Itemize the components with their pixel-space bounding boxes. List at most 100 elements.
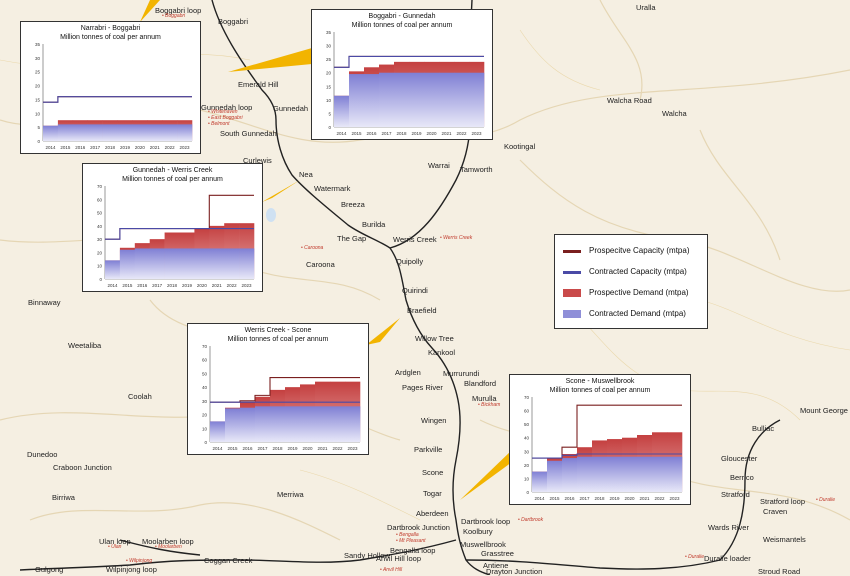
chart-plot: 0 5 10 15 20 25 30 35 2014 2015 2016 2017 2018 2019 20… [326, 30, 485, 136]
y-tick-label: 60 [524, 409, 530, 414]
place-label: Wingen [421, 416, 447, 425]
place-label: Koolbury [463, 527, 493, 536]
y-tick-label: 10 [524, 476, 530, 481]
y-tick-label: 5 [37, 125, 40, 130]
contracted-demand-bar [532, 471, 548, 492]
contracted-demand-bar [117, 124, 133, 141]
x-tick-label: 2023 [471, 131, 482, 136]
contracted-capacity-line [334, 55, 484, 68]
contracted-demand-bar [652, 456, 668, 492]
y-tick-label: 30 [35, 56, 41, 61]
legend: Prospecitve Capacity (mtpa) Contracted C… [554, 234, 708, 329]
chart-gunnedah-werris-creek: Gunnedah - Werris Creek Million tonnes of… [82, 163, 263, 292]
place-label: Muswellbrook [460, 540, 506, 549]
contracted-capacity-line [532, 453, 682, 459]
x-tick-label: 2020 [426, 131, 437, 136]
mine-label: • East Boggabri [208, 115, 243, 121]
contracted-capacity-line [43, 96, 192, 103]
x-tick-label: 2018 [105, 145, 116, 150]
legend-item-prospective-demand: Prospective Demand (mtpa) [563, 287, 703, 299]
place-label: Scone [422, 468, 444, 477]
contracted-demand-bar [87, 124, 103, 141]
chart-title: Gunnedah - Werris Creek [132, 167, 213, 174]
chart-scone-muswellbrook: Scone - Muswellbrook Million tonnes of co… [509, 374, 691, 505]
x-tick-label: 2017 [90, 145, 101, 150]
mine-label: • Boggabri [162, 13, 186, 19]
place-label: Quirindi [402, 286, 428, 295]
mine-label: • Belmont [208, 121, 230, 127]
place-label: Mount George [800, 406, 848, 415]
place-label: Quipolly [396, 257, 424, 266]
place-label: Binnaway [28, 298, 61, 307]
contracted-demand-bar [43, 125, 59, 141]
mine-label: • Duralie [685, 554, 704, 560]
y-tick-label: 35 [326, 30, 332, 35]
chart-title: Narrabri - Boggabri [80, 25, 141, 32]
x-tick-label: 2015 [549, 496, 560, 501]
legend-swatch [563, 289, 581, 297]
place-label: Willow Tree [415, 334, 454, 343]
place-label: Dartbrook loop [461, 517, 511, 526]
contracted-demand-bar [240, 407, 256, 442]
x-tick-label: 2021 [212, 283, 223, 288]
legend-swatch [563, 250, 581, 253]
y-tick-label: 30 [326, 44, 332, 49]
y-tick-label: 0 [37, 139, 40, 144]
place-label: Gulgong [35, 565, 64, 574]
contracted-capacity-line [105, 227, 254, 240]
contracted-demand-bar [177, 124, 193, 141]
x-tick-label: 2016 [242, 446, 253, 451]
x-tick-label: 2020 [135, 145, 146, 150]
contracted-demand-bar [547, 460, 563, 492]
contracted-demand-bar [209, 248, 225, 279]
x-tick-label: 2021 [317, 446, 328, 451]
contracted-demand-bar [119, 249, 136, 279]
contracted-demand-bar [149, 248, 165, 279]
place-label: Stratford [721, 490, 750, 499]
place-label: Burilda [362, 220, 386, 229]
y-tick-label: 25 [326, 57, 332, 62]
x-tick-label: 2016 [564, 496, 575, 501]
x-tick-label: 2020 [302, 446, 313, 451]
legend-label: Prospective Demand (mtpa) [589, 288, 689, 297]
y-tick-label: 0 [328, 125, 331, 130]
place-label: Murulla [472, 394, 497, 403]
place-label: Craboon Junction [53, 463, 112, 472]
x-tick-label: 2022 [456, 131, 467, 136]
y-tick-label: 40 [524, 436, 530, 441]
place-label: Sandy Hollow [344, 551, 390, 560]
x-tick-label: 2023 [180, 145, 191, 150]
chart-plot: 0 10 20 30 40 50 60 70 2014 2015 2016 2017 2018 2019 2… [524, 395, 683, 501]
place-label: Grasstree [481, 549, 514, 558]
mine-label: • Mt Pleasant [396, 538, 426, 544]
legend-swatch [563, 310, 581, 318]
x-tick-label: 2018 [396, 131, 407, 136]
x-tick-label: 2018 [594, 496, 605, 501]
contracted-demand-bar [394, 72, 410, 127]
x-tick-label: 2017 [381, 131, 392, 136]
x-tick-label: 2022 [332, 446, 343, 451]
place-label: Togar [423, 489, 442, 498]
place-label: Ardglen [395, 368, 421, 377]
y-tick-label: 70 [524, 395, 530, 400]
place-label: Moolarben loop [142, 537, 194, 546]
x-tick-label: 2023 [242, 283, 253, 288]
place-label: Merriwa [277, 490, 304, 499]
chart-subtitle: Million tonnes of coal per annum [351, 22, 453, 29]
place-label: Bengalla loop [390, 546, 436, 555]
contracted-demand-bar [132, 124, 148, 141]
y-tick-label: 10 [35, 111, 41, 116]
contracted-demand-bar [454, 72, 470, 127]
x-tick-label: 2019 [411, 131, 422, 136]
mine-label: • Wilpinjong [126, 558, 153, 564]
y-tick-label: 50 [97, 211, 103, 216]
x-tick-label: 2019 [120, 145, 131, 150]
x-tick-label: 2015 [122, 283, 133, 288]
place-label: Ulan loop [99, 537, 131, 546]
x-tick-label: 2019 [182, 283, 193, 288]
y-tick-label: 10 [326, 98, 332, 103]
x-tick-label: 2015 [60, 145, 71, 150]
y-tick-label: 40 [97, 224, 103, 229]
place-label: Walcha [662, 109, 687, 118]
y-tick-label: 15 [35, 97, 41, 102]
